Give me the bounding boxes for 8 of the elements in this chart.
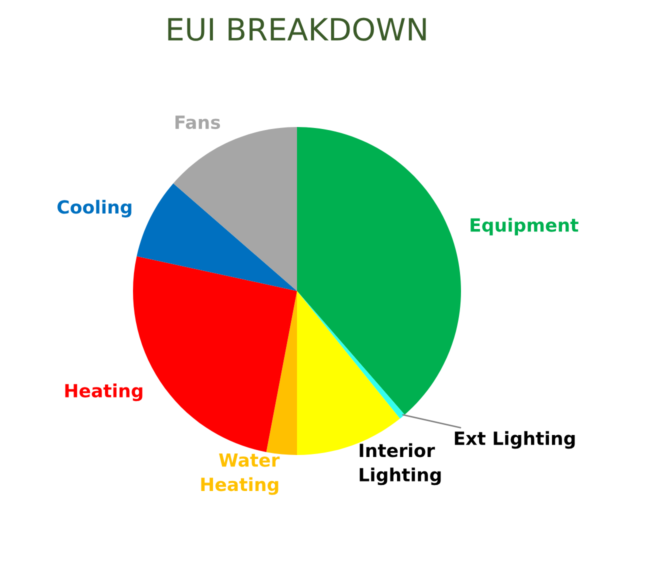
slice-label: Cooling — [58, 200, 132, 218]
slice-label: Interior Lighting — [360, 443, 441, 486]
slice-label: Heating — [65, 384, 142, 402]
slice-label: Equipment — [470, 218, 578, 236]
chart-title: EUI BREAKDOWN — [168, 18, 426, 41]
slice-label: Water Heating — [201, 453, 280, 495]
slice-label: Ext Lighting — [454, 431, 575, 449]
slice-label: Fans — [175, 116, 220, 130]
